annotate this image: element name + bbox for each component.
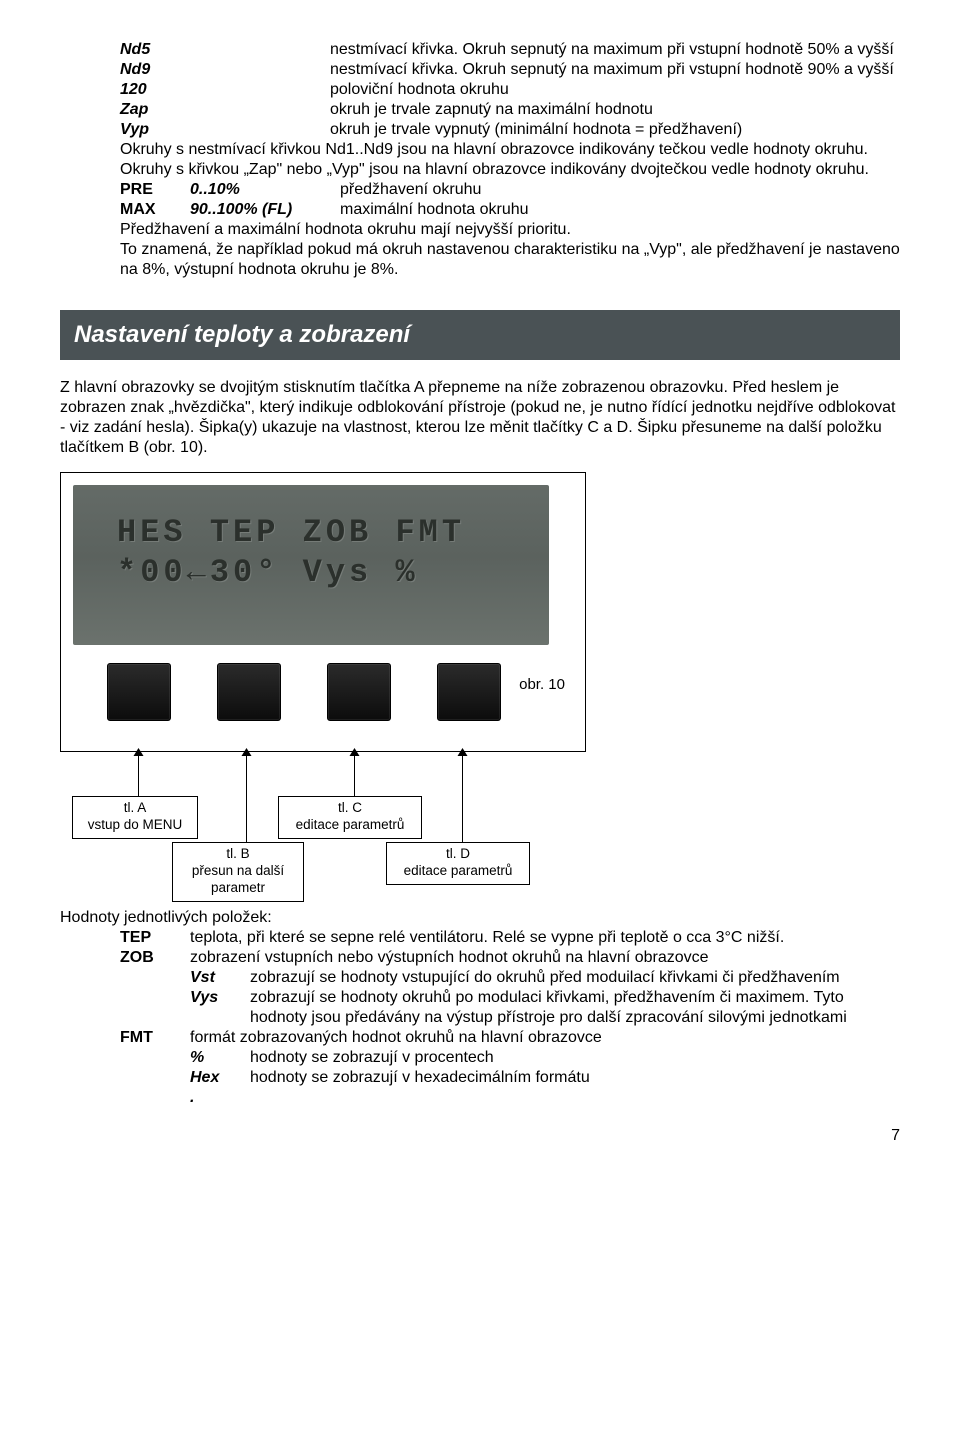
value-desc: zobrazení vstupních nebo výstupních hodn… [190, 948, 900, 968]
label-box-a: tl. A vstup do MENU [72, 796, 198, 839]
label-d-title: tl. D [393, 846, 523, 863]
lcd-screen: HES TEP ZOB FMT *00←30° Vys % [73, 485, 549, 645]
figure-label: obr. 10 [519, 676, 565, 695]
values-header: Hodnoty jednotlivých položek: [60, 908, 900, 928]
def-val: okruh je trvale zapnutý na maximální hod… [190, 100, 900, 120]
hw-button-a[interactable] [107, 663, 171, 721]
max-key: MAX [120, 200, 190, 220]
value-subdesc: zobrazují se hodnoty okruhů po modulaci … [250, 988, 900, 1028]
max-desc: maximální hodnota okruhu [340, 200, 900, 220]
def-val: okruh je trvale vypnutý (minimální hodno… [190, 120, 900, 140]
def-val: poloviční hodnota okruhu [190, 80, 900, 100]
value-subkey: . [190, 1088, 250, 1108]
definition-list: Nd5 nestmívací křivka. Okruh sepnutý na … [120, 40, 900, 180]
pre-key: PRE [120, 180, 190, 200]
def-note: Okruhy s nestmívací křivkou Nd1..Nd9 jso… [120, 140, 900, 160]
max-range: 90..100% (FL) [190, 200, 340, 220]
section-paragraph: Z hlavní obrazovky se dvojitým stisknutí… [60, 378, 900, 458]
button-row [107, 663, 573, 721]
value-desc: formát zobrazovaných hodnot okruhů na hl… [190, 1028, 900, 1048]
def-note: Okruhy s křivkou „Zap" nebo „Vyp" jsou n… [120, 160, 900, 180]
value-subdesc: hodnoty se zobrazují v procentech [250, 1048, 900, 1068]
def-val: nestmívací křivka. Okruh sepnutý na maxi… [190, 40, 900, 60]
pre-range: 0..10% [190, 180, 340, 200]
hw-button-b[interactable] [217, 663, 281, 721]
value-subkey: Vys [190, 988, 250, 1028]
label-b-desc: přesun na další parametr [179, 863, 297, 897]
def-key: 120 [120, 80, 190, 100]
arrow-line [138, 756, 139, 796]
tail-text: Předžhavení a maximální hodnota okruhu m… [120, 220, 900, 240]
label-a-desc: vstup do MENU [79, 817, 191, 834]
value-row-zob: ZOB zobrazení vstupních nebo výstupních … [120, 948, 900, 968]
def-row: Nd5 nestmívací křivka. Okruh sepnutý na … [120, 40, 900, 60]
hw-button-d[interactable] [437, 663, 501, 721]
value-subkey: % [190, 1048, 250, 1068]
lcd-line1: HES TEP ZOB FMT [117, 513, 529, 553]
value-dot: . [190, 1088, 900, 1108]
pre-desc: předžhavení okruhu [340, 180, 900, 200]
value-subrow-vys: Vys zobrazují se hodnoty okruhů po modul… [190, 988, 900, 1028]
value-key: TEP [120, 928, 190, 948]
def-key: Nd9 [120, 60, 190, 80]
label-box-d: tl. D editace parametrů [386, 842, 530, 885]
values-block: TEP teplota, při které se sepne relé ven… [120, 928, 900, 1108]
figure-panel: HES TEP ZOB FMT *00←30° Vys % obr. 10 [60, 472, 586, 752]
value-subrow-hex: Hex hodnoty se zobrazují v hexadecimální… [190, 1068, 900, 1088]
label-c-desc: editace parametrů [285, 817, 415, 834]
def-row: Vyp okruh je trvale vypnutý (minimální h… [120, 120, 900, 140]
arrow-diagram: tl. A vstup do MENU tl. B přesun na dalš… [60, 748, 584, 908]
value-subdesc: hodnoty se zobrazují v hexadecimálním fo… [250, 1068, 900, 1088]
section-header: Nastavení teploty a zobrazení [60, 310, 900, 360]
value-subkey: Hex [190, 1068, 250, 1088]
page-number: 7 [60, 1126, 900, 1146]
hw-button-c[interactable] [327, 663, 391, 721]
def-row: 120 poloviční hodnota okruhu [120, 80, 900, 100]
value-subrow-vst: Vst zobrazují se hodnoty vstupující do o… [190, 968, 900, 988]
arrow-line [462, 756, 463, 842]
lcd-line2: *00←30° Vys % [117, 553, 529, 593]
arrow-head-icon [458, 748, 468, 756]
def-row: Zap okruh je trvale zapnutý na maximální… [120, 100, 900, 120]
def-row: Nd9 nestmívací křivka. Okruh sepnutý na … [120, 60, 900, 80]
label-box-c: tl. C editace parametrů [278, 796, 422, 839]
pre-row: PRE 0..10% předžhavení okruhu [120, 180, 900, 200]
arrow-head-icon [134, 748, 144, 756]
tail-text: To znamená, že například pokud má okruh … [120, 240, 900, 280]
arrow-line [354, 756, 355, 796]
label-d-desc: editace parametrů [393, 863, 523, 880]
value-subdesc: zobrazují se hodnoty vstupující do okruh… [250, 968, 900, 988]
arrow-line [246, 756, 247, 842]
value-desc: teplota, při které se sepne relé ventilá… [190, 928, 900, 948]
value-row-fmt: FMT formát zobrazovaných hodnot okruhů n… [120, 1028, 900, 1048]
arrow-head-icon [350, 748, 360, 756]
value-subkey: Vst [190, 968, 250, 988]
value-subrow-pct: % hodnoty se zobrazují v procentech [190, 1048, 900, 1068]
label-box-b: tl. B přesun na další parametr [172, 842, 304, 902]
value-key: ZOB [120, 948, 190, 968]
def-key: Zap [120, 100, 190, 120]
arrow-head-icon [242, 748, 252, 756]
def-val: nestmívací křivka. Okruh sepnutý na maxi… [190, 60, 900, 80]
label-a-title: tl. A [79, 800, 191, 817]
label-b-title: tl. B [179, 846, 297, 863]
def-key: Vyp [120, 120, 190, 140]
def-key: Nd5 [120, 40, 190, 60]
label-c-title: tl. C [285, 800, 415, 817]
max-row: MAX 90..100% (FL) maximální hodnota okru… [120, 200, 900, 220]
section-title: Nastavení teploty a zobrazení [74, 321, 410, 348]
value-key: FMT [120, 1028, 190, 1048]
value-row-tep: TEP teplota, při které se sepne relé ven… [120, 928, 900, 948]
